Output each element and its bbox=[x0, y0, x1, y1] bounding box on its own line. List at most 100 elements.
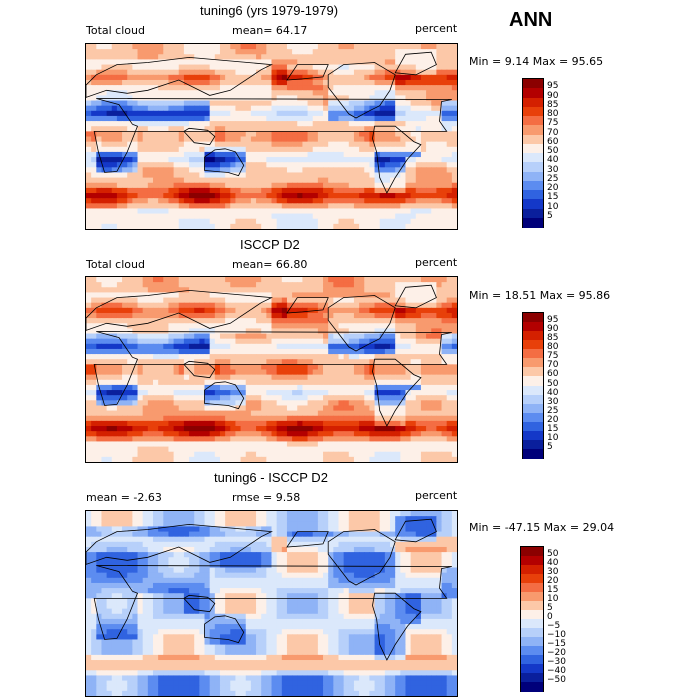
field-cell bbox=[292, 354, 298, 360]
field-cell bbox=[328, 333, 334, 340]
field-cell bbox=[116, 136, 123, 143]
field-cell bbox=[214, 374, 221, 381]
field-cell bbox=[240, 405, 247, 412]
field-cell bbox=[302, 312, 309, 319]
field-cell bbox=[266, 59, 273, 66]
field-cell bbox=[101, 410, 108, 417]
field-cell bbox=[338, 131, 345, 138]
field-cell bbox=[111, 213, 118, 220]
field-cell bbox=[189, 218, 195, 225]
field-cell bbox=[333, 307, 340, 314]
field-cell bbox=[214, 85, 221, 91]
field-cell bbox=[111, 436, 118, 443]
field-cell bbox=[281, 213, 288, 220]
field-cell bbox=[286, 364, 293, 371]
field-cell bbox=[415, 436, 422, 443]
field-cell bbox=[173, 44, 180, 50]
field-cell bbox=[359, 410, 365, 417]
field-cell bbox=[235, 420, 242, 427]
field-cell bbox=[312, 282, 319, 288]
field-cell bbox=[312, 162, 319, 168]
field-cell bbox=[219, 323, 226, 329]
field-cell bbox=[240, 287, 247, 294]
field-cell bbox=[400, 312, 407, 319]
field-cell bbox=[312, 354, 319, 360]
field-cell bbox=[261, 177, 267, 184]
field-cell bbox=[271, 146, 278, 153]
field-cell bbox=[374, 384, 381, 391]
field-cell bbox=[333, 218, 340, 225]
field-cell bbox=[297, 90, 304, 96]
field-cell bbox=[400, 390, 407, 396]
field-cell bbox=[451, 328, 457, 335]
field-cell bbox=[348, 95, 355, 102]
field-cell bbox=[245, 405, 252, 412]
field-cell bbox=[96, 187, 103, 194]
field-cell bbox=[256, 54, 262, 61]
field-cell bbox=[420, 193, 427, 199]
field-cell bbox=[152, 177, 159, 184]
field-cell bbox=[122, 213, 128, 220]
field-cell bbox=[297, 193, 304, 199]
field-cell bbox=[86, 307, 92, 314]
field-cell bbox=[431, 44, 437, 50]
field-cell bbox=[292, 223, 298, 229]
field-cell bbox=[328, 374, 334, 381]
field-cell bbox=[281, 167, 288, 174]
field-cell bbox=[441, 177, 448, 184]
field-cell bbox=[173, 172, 180, 179]
field-cell bbox=[420, 203, 427, 210]
field-cell bbox=[214, 110, 221, 117]
field-cell bbox=[451, 400, 457, 407]
field-cell bbox=[302, 74, 309, 81]
field-cell bbox=[410, 131, 417, 138]
field-cell bbox=[281, 54, 288, 61]
field-cell bbox=[168, 115, 175, 122]
field-cell bbox=[446, 182, 453, 189]
field-cell bbox=[250, 426, 257, 432]
field-cell bbox=[132, 218, 139, 225]
field-cell bbox=[101, 172, 108, 179]
field-cell bbox=[384, 277, 391, 283]
field-cell bbox=[173, 115, 180, 122]
field-cell bbox=[235, 74, 242, 81]
field-cell bbox=[420, 431, 427, 437]
field-cell bbox=[307, 85, 314, 91]
field-cell bbox=[328, 131, 334, 138]
field-cell bbox=[147, 74, 154, 81]
field-cell bbox=[441, 307, 448, 314]
field-cell bbox=[405, 131, 412, 138]
field-cell bbox=[410, 312, 417, 319]
field-cell bbox=[292, 436, 298, 443]
field-cell bbox=[127, 100, 133, 107]
field-cell bbox=[194, 208, 200, 215]
field-cell bbox=[178, 157, 185, 163]
field-cell bbox=[106, 333, 113, 340]
field-cell bbox=[204, 426, 211, 432]
field-cell bbox=[302, 162, 309, 168]
field-cell bbox=[158, 187, 164, 194]
field-cell bbox=[127, 364, 133, 371]
field-cell bbox=[122, 223, 128, 229]
field-cell bbox=[173, 323, 180, 329]
field-cell bbox=[436, 307, 443, 314]
field-cell bbox=[441, 218, 448, 225]
field-cell bbox=[317, 141, 324, 148]
field-cell bbox=[199, 131, 206, 138]
field-cell bbox=[132, 90, 139, 96]
field-cell bbox=[266, 277, 273, 283]
field-cell bbox=[106, 323, 113, 329]
field-cell bbox=[353, 328, 360, 335]
field-cell bbox=[147, 49, 154, 55]
field-cell bbox=[91, 167, 97, 174]
field-cell bbox=[420, 364, 427, 371]
field-cell bbox=[369, 400, 376, 407]
field-cell bbox=[250, 369, 257, 376]
field-cell bbox=[369, 287, 376, 294]
field-cell bbox=[199, 74, 206, 81]
field-cell bbox=[96, 49, 103, 55]
field-cell bbox=[405, 223, 412, 229]
field-cell bbox=[379, 74, 386, 81]
field-cell bbox=[379, 54, 386, 61]
field-cell bbox=[116, 110, 123, 117]
